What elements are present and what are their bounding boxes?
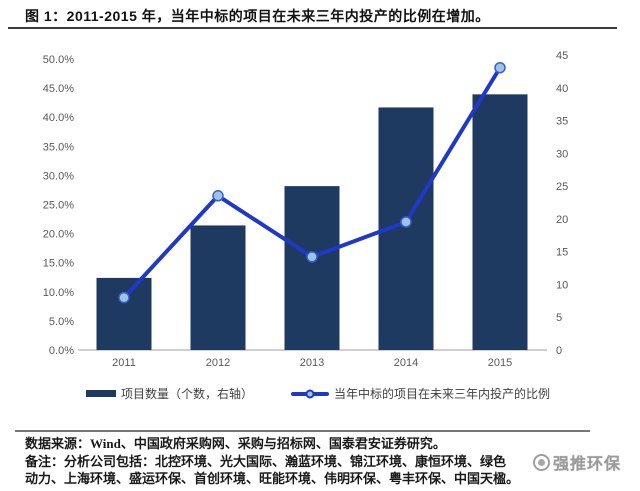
watermark-text: 强推环保 — [553, 456, 622, 473]
left-axis-tick: 25.0% — [43, 200, 74, 212]
x-axis-label: 2012 — [206, 357, 230, 369]
left-axis-tick: 35.0% — [43, 141, 74, 153]
left-axis-tick: 5.0% — [49, 316, 74, 328]
x-axis-label: 2011 — [112, 357, 136, 369]
legend-label-line: 当年中标的项目在未来三年内投产的比例 — [334, 387, 551, 401]
line-marker-2013 — [306, 251, 318, 263]
right-axis-tick: 30 — [556, 148, 568, 160]
right-axis-tick: 35 — [556, 116, 568, 128]
footer-text: 数据来源：Wind、中国政府采购网、采购与招标网、国泰君安证券研究。 备注：分析… — [25, 435, 605, 488]
title-underline — [8, 27, 617, 29]
left-axis-tick: 45.0% — [43, 83, 74, 95]
right-axis-tick: 20 — [556, 214, 568, 226]
left-axis-tick: 10.0% — [43, 287, 74, 299]
watermark-logo-icon — [533, 453, 550, 471]
note-line-1: 备注：分析公司包括：北控环境、光大国际、瀚蓝环境、锦江环境、康恒环境、绿色 — [25, 453, 507, 469]
legend-item-bars: 项目数量（个数，右轴） — [86, 385, 253, 402]
right-axis-tick: 15 — [556, 247, 568, 259]
left-axis-tick: 30.0% — [43, 170, 74, 182]
line-series-swatch — [291, 389, 330, 398]
footer-divider — [15, 430, 590, 432]
watermark: 强推环保 — [533, 450, 621, 474]
note-line-2: 动力、上海环境、盛运环保、首创环境、旺能环境、伟明环保、粤丰环保、中国天楹。 — [25, 471, 520, 486]
line-marker-2012 — [212, 190, 224, 202]
bar-2013 — [284, 186, 340, 350]
footer: 数据来源：Wind、中国政府采购网、采购与招标网、国泰君安证券研究。 备注：分析… — [0, 430, 640, 491]
line-marker-2014 — [400, 216, 412, 228]
right-axis-tick: 5 — [556, 312, 562, 324]
line-marker-icon — [305, 389, 315, 398]
bar-2015 — [472, 94, 528, 350]
figure-title: 图 1：2011-2015 年，当年中标的项目在未来三年内投产的比例在增加。 — [25, 8, 490, 24]
bar-2011 — [96, 277, 152, 350]
x-axis-label: 2013 — [300, 357, 324, 369]
left-axis-tick: 40.0% — [43, 112, 74, 124]
line-marker-2011 — [118, 291, 130, 304]
legend-item-line: 当年中标的项目在未来三年内投产的比例 — [291, 385, 550, 402]
bar-2012 — [190, 225, 246, 350]
x-axis-label: 2015 — [488, 357, 512, 369]
data-source-line: 数据来源：Wind、中国政府采购网、采购与招标网、国泰君安证券研究。 — [25, 436, 446, 451]
x-axis-label: 2014 — [394, 357, 418, 369]
right-axis-tick: 0 — [556, 345, 562, 357]
left-axis-tick: 0.0% — [49, 345, 74, 357]
right-axis-tick: 45 — [556, 50, 568, 62]
right-axis-tick: 25 — [556, 181, 568, 193]
right-axis-tick: 40 — [556, 83, 568, 95]
combo-chart: 50.0%45.0%40.0%35.0%30.0%25.0%20.0%15.0%… — [43, 50, 568, 369]
line-marker-2015 — [494, 61, 506, 74]
left-axis-tick: 50.0% — [43, 54, 74, 66]
legend-label-bars: 项目数量（个数，右轴） — [121, 387, 254, 401]
left-axis-tick: 15.0% — [43, 258, 74, 270]
left-axis-tick: 20.0% — [43, 229, 74, 241]
bar-series-swatch — [86, 390, 116, 397]
chart-legend: 项目数量（个数，右轴） 当年中标的项目在未来三年内投产的比例 — [86, 385, 606, 402]
right-axis-tick: 10 — [556, 279, 568, 291]
